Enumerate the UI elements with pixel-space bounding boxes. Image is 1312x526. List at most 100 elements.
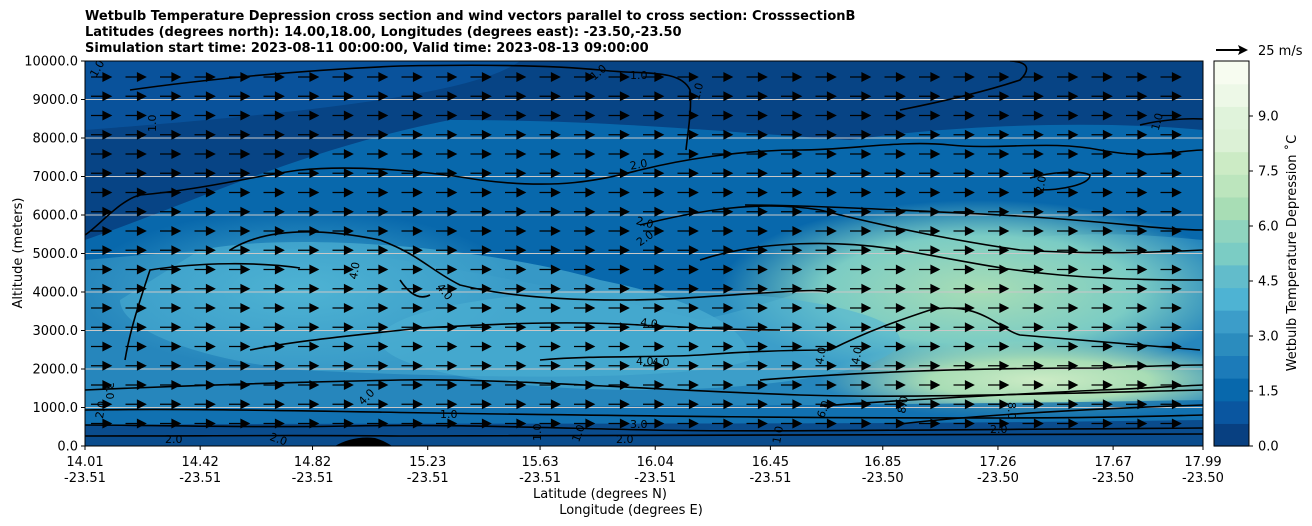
- wind-vector: [229, 418, 251, 429]
- x-tick-label-lat: 17.99: [1184, 455, 1221, 470]
- wind-vector: [298, 72, 320, 82]
- wind-vector: [505, 418, 527, 429]
- wind-vector: [988, 149, 1010, 159]
- wind-vector: [1057, 322, 1079, 333]
- wind-vector: [1160, 129, 1182, 140]
- wind-vector: [160, 418, 182, 429]
- wind-vector: [160, 110, 182, 121]
- wind-vector: [367, 303, 389, 313]
- wind-vector: [815, 168, 837, 179]
- wind-vector: [574, 129, 596, 140]
- wind-vector: [436, 91, 458, 102]
- wind-vector: [815, 245, 837, 256]
- wind-vector: [229, 91, 251, 102]
- wind-vector: [988, 341, 1010, 352]
- wind-vector: [194, 341, 216, 352]
- wind-vector: [91, 380, 113, 390]
- wind-vector: [125, 360, 147, 371]
- wind-vector: [436, 360, 458, 371]
- wind-vector: [298, 91, 320, 102]
- colorbar-segment: [1214, 151, 1249, 175]
- wind-vector: [712, 418, 734, 429]
- wind-vector: [91, 245, 113, 256]
- wind-vector: [539, 245, 561, 256]
- wind-vector: [229, 360, 251, 371]
- wind-vector: [677, 206, 699, 217]
- x-axis-label-lat: Latitude (degrees N): [533, 487, 667, 502]
- wind-vector: [815, 283, 837, 294]
- wind-vector: [953, 399, 975, 410]
- wind-vector: [712, 245, 734, 256]
- wind-vector: [884, 91, 906, 102]
- wind-vector: [919, 110, 941, 121]
- wind-vector: [401, 303, 423, 313]
- wind-vector: [1126, 418, 1148, 429]
- wind-vector: [298, 110, 320, 121]
- wind-vector: [884, 283, 906, 294]
- wind-vector: [91, 341, 113, 352]
- x-tick-label-lat: 14.01: [66, 455, 103, 470]
- wind-vector: [91, 303, 113, 313]
- wind-vector: [712, 283, 734, 294]
- wind-vector: [746, 72, 768, 82]
- wind-vector: [608, 418, 630, 429]
- wind-vector: [781, 380, 803, 390]
- y-tick-label: 0.0: [57, 440, 78, 455]
- wind-vector: [781, 245, 803, 256]
- wind-vector: [298, 380, 320, 390]
- wind-vector: [229, 149, 251, 159]
- wind-vector: [91, 110, 113, 121]
- wind-vector: [781, 360, 803, 371]
- wind-vector: [125, 168, 147, 179]
- wind-vector: [539, 110, 561, 121]
- wind-vector: [125, 110, 147, 121]
- wind-vector: [229, 72, 251, 82]
- wind-vector: [1022, 360, 1044, 371]
- wind-vector: [229, 264, 251, 275]
- wind-vector: [953, 226, 975, 236]
- wind-vector: [1057, 206, 1079, 217]
- wind-vector: [850, 380, 872, 390]
- wind-vector: [436, 129, 458, 140]
- wind-vector: [401, 149, 423, 159]
- wind-vector: [194, 360, 216, 371]
- wind-vector: [712, 264, 734, 275]
- wind-vector: [608, 341, 630, 352]
- wind-vector: [470, 72, 492, 82]
- wind-vector: [850, 399, 872, 410]
- wind-vector: [677, 149, 699, 159]
- wind-vector: [229, 206, 251, 217]
- wind-vector: [401, 91, 423, 102]
- wind-vector: [1160, 380, 1182, 390]
- wind-vector: [1160, 303, 1182, 313]
- wind-vector: [194, 168, 216, 179]
- wind-vector: [229, 245, 251, 256]
- wind-vector: [608, 129, 630, 140]
- wind-vector: [470, 380, 492, 390]
- wind-vector: [194, 283, 216, 294]
- wind-vector: [988, 72, 1010, 82]
- wind-vector: [401, 129, 423, 140]
- x-tick-label-lon: -23.51: [407, 471, 449, 486]
- wind-vector: [608, 360, 630, 371]
- wind-vector: [712, 399, 734, 410]
- wind-vector: [229, 380, 251, 390]
- wind-vector: [746, 110, 768, 121]
- wind-vector: [781, 399, 803, 410]
- wind-vector: [1057, 149, 1079, 159]
- x-axis-label-lon: Longitude (degrees E): [559, 503, 703, 518]
- wind-vector: [746, 264, 768, 275]
- wind-vector: [194, 129, 216, 140]
- wind-vector: [884, 360, 906, 371]
- wind-vector: [574, 206, 596, 217]
- wind-vector: [919, 283, 941, 294]
- wind-vector: [1160, 341, 1182, 352]
- wind-vector: [125, 341, 147, 352]
- wind-vector: [367, 360, 389, 371]
- wind-vector: [781, 206, 803, 217]
- wind-vector: [643, 283, 665, 294]
- wind-vector: [332, 418, 354, 429]
- wind-vector: [229, 341, 251, 352]
- wind-vector: [1022, 341, 1044, 352]
- wind-vector: [263, 245, 285, 256]
